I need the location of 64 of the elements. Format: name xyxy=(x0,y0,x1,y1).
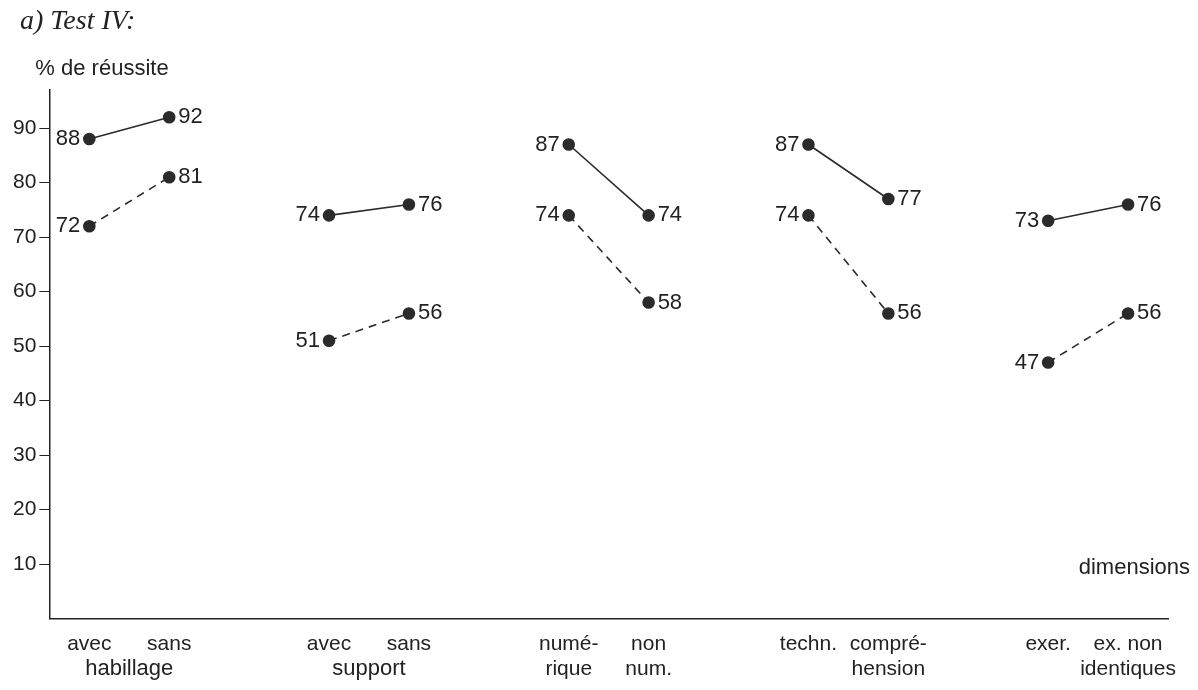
data-label: 58 xyxy=(657,288,683,314)
point xyxy=(802,138,815,151)
y-tick-label: 60 xyxy=(13,278,37,302)
y-tick-label: 50 xyxy=(13,332,37,356)
x-tick-label: numé- rique xyxy=(538,631,599,680)
data-label: 73 xyxy=(1014,206,1040,232)
x-tick-label: avec xyxy=(306,631,352,654)
point xyxy=(402,307,416,320)
data-label: 76 xyxy=(417,190,443,216)
y-tick-label: 70 xyxy=(13,223,37,247)
point xyxy=(562,138,576,151)
text: habillage xyxy=(85,654,174,680)
y-tick-label: 30 xyxy=(13,441,37,465)
data-label: 88 xyxy=(55,125,81,151)
point xyxy=(1121,307,1135,320)
data-label: 56 xyxy=(1137,299,1162,325)
y-tick-label: 40 xyxy=(13,387,37,411)
data-label: 81 xyxy=(178,163,203,189)
data-label: 92 xyxy=(178,103,203,129)
point xyxy=(882,192,895,206)
x-tick-label: compré- hension xyxy=(849,631,927,680)
point xyxy=(402,198,416,211)
data-label: 74 xyxy=(535,201,560,227)
point xyxy=(1041,356,1055,369)
x-tick-label: avec xyxy=(67,631,112,654)
data-label: 74 xyxy=(774,201,800,227)
x-tick-label: sans xyxy=(147,631,192,654)
point xyxy=(83,219,96,233)
point xyxy=(322,334,336,347)
x-tick-label: techn. xyxy=(779,631,838,654)
data-label: 47 xyxy=(1014,348,1040,374)
point xyxy=(162,170,176,184)
y-tick-label: 80 xyxy=(13,169,37,193)
point xyxy=(322,209,336,222)
point xyxy=(802,209,815,222)
y-tick-label: 10 xyxy=(13,550,37,574)
data-label: 74 xyxy=(295,201,321,227)
point xyxy=(1121,198,1135,211)
point xyxy=(642,209,655,222)
point xyxy=(83,132,96,146)
y-tick-label: 90 xyxy=(13,114,37,138)
point xyxy=(562,209,576,222)
data-label: 77 xyxy=(897,185,922,211)
x-tick-label: ex. non identiques xyxy=(1080,631,1176,680)
text: support xyxy=(332,654,406,680)
data-label: 87 xyxy=(774,130,800,156)
point xyxy=(1041,214,1055,228)
data-label: 87 xyxy=(535,130,560,156)
data-label: 72 xyxy=(55,212,81,238)
data-label: 51 xyxy=(295,326,321,352)
y-tick-label: 20 xyxy=(13,496,37,520)
point xyxy=(162,110,176,124)
data-label: 74 xyxy=(657,201,683,227)
data-label: 56 xyxy=(417,299,443,325)
data-label: 76 xyxy=(1137,190,1162,216)
y-axis-title: % de réussite xyxy=(35,55,169,81)
point xyxy=(642,296,655,309)
point xyxy=(882,307,895,320)
x-tick-label: non num. xyxy=(625,631,672,680)
chart-title: a) Test IV: xyxy=(20,4,136,36)
x-axis-title: dimensions xyxy=(1078,553,1190,579)
data-label: 56 xyxy=(897,299,922,325)
x-tick-label: sans xyxy=(386,631,432,654)
x-tick-label: exer. xyxy=(1025,631,1071,654)
